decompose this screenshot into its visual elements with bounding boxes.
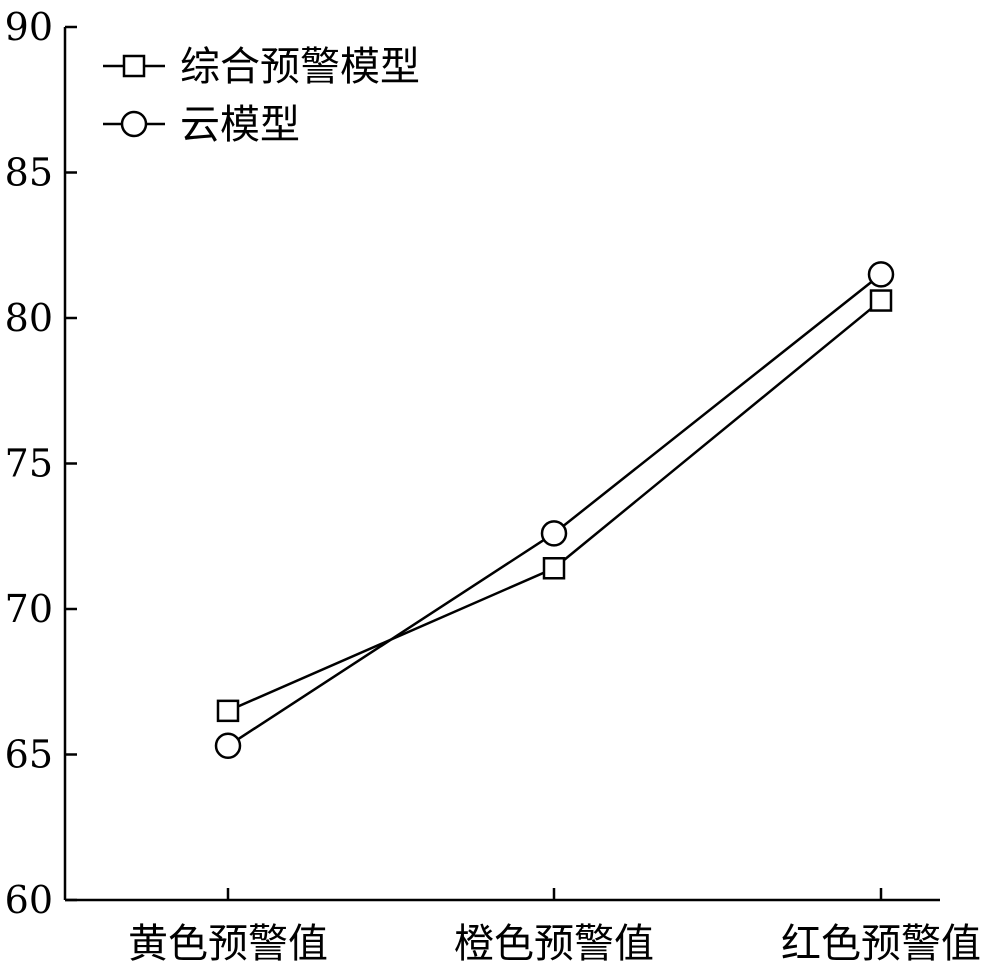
square-data-point bbox=[869, 289, 893, 312]
circle-data-point bbox=[867, 261, 895, 288]
legend-circle-icon bbox=[120, 110, 148, 138]
x-axis-ticks: 黄色预警值 橙色预警值 红色预警值 bbox=[128, 888, 981, 967]
legend-label: 云模型 bbox=[180, 102, 300, 148]
series-comprehensive-model bbox=[216, 289, 893, 723]
y-tick-label: 60 bbox=[5, 878, 53, 922]
y-tick-label: 75 bbox=[5, 442, 53, 486]
y-tick-label: 90 bbox=[5, 5, 53, 49]
circle-data-point bbox=[214, 732, 242, 760]
y-tick-label: 65 bbox=[5, 733, 53, 777]
circle-data-point bbox=[540, 520, 568, 547]
x-tick-label: 黄色预警值 bbox=[128, 921, 328, 967]
series-line bbox=[227, 299, 882, 712]
series-layer bbox=[214, 261, 895, 760]
x-tick-label: 红色预警值 bbox=[781, 921, 981, 967]
legend-item: 综合预警模型 bbox=[103, 44, 420, 90]
square-data-point bbox=[542, 557, 566, 580]
series-line bbox=[227, 273, 882, 747]
series-cloud-model bbox=[214, 261, 895, 760]
y-tick-label: 80 bbox=[5, 296, 53, 340]
x-tick-label: 橙色预警值 bbox=[454, 921, 654, 967]
legend-label: 综合预警模型 bbox=[180, 44, 420, 90]
y-tick-label: 70 bbox=[5, 587, 53, 631]
y-tick-label: 85 bbox=[5, 151, 53, 195]
axes bbox=[63, 27, 940, 902]
legend-item: 云模型 bbox=[103, 102, 300, 148]
square-data-point bbox=[216, 699, 240, 723]
y-axis-ticks: 60 65 70 75 80 85 90 bbox=[5, 5, 77, 922]
legend-square-icon bbox=[122, 54, 146, 78]
